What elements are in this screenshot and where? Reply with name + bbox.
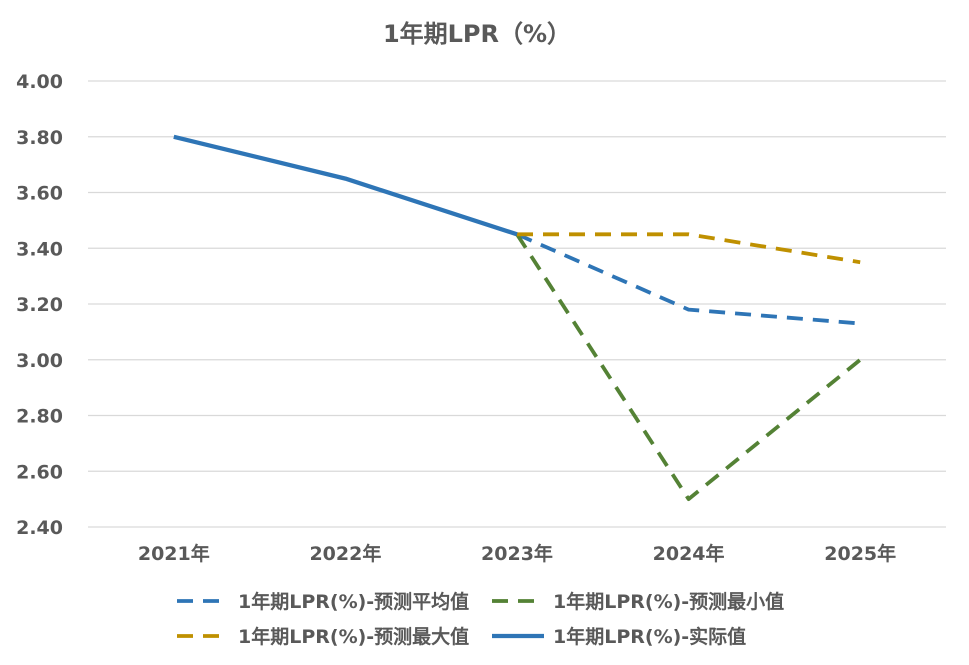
y-tick-label: 2.60 xyxy=(16,461,63,483)
gridlines xyxy=(88,80,946,528)
x-tick-label: 2022年 xyxy=(309,542,381,565)
series-line-0 xyxy=(516,232,861,326)
y-tick-label: 2.40 xyxy=(16,517,63,539)
chart-title: 1年期LPR（%） xyxy=(383,20,571,48)
y-tick-label: 3.20 xyxy=(16,294,63,316)
y-tick-label: 3.80 xyxy=(16,127,63,149)
y-tick-label: 4.00 xyxy=(16,71,63,93)
y-axis-ticks: 4.00 3.80 3.60 3.40 3.20 3.00 2.80 2.60 2.40 xyxy=(16,71,63,539)
series-line-3 xyxy=(173,134,518,237)
series-line-1 xyxy=(515,233,862,502)
x-tick-label: 2025年 xyxy=(824,542,896,565)
y-tick-label: 3.60 xyxy=(16,183,63,205)
x-tick-label: 2023年 xyxy=(481,542,553,565)
legend-label-0: 1年期LPR(%)-预测平均值 xyxy=(238,590,469,613)
legend: 1年期LPR(%)-预测平均值 1年期LPR(%)-预测最小值 1年期LPR(%)-… xyxy=(177,590,784,648)
legend-label-1: 1年期LPR(%)-预测最小值 xyxy=(553,590,784,613)
x-tick-label: 2024年 xyxy=(653,542,725,565)
series-line-2 xyxy=(517,232,861,265)
y-tick-label: 2.80 xyxy=(16,406,63,428)
series-lines xyxy=(173,134,862,502)
x-axis-ticks: 2021年 2022年 2023年 2024年 2025年 xyxy=(138,542,896,565)
legend-label-3: 1年期LPR(%)-实际值 xyxy=(553,625,746,648)
legend-label-2: 1年期LPR(%)-预测最大值 xyxy=(238,625,469,648)
y-tick-label: 3.00 xyxy=(16,350,63,372)
y-tick-label: 3.40 xyxy=(16,238,63,260)
x-tick-label: 2021年 xyxy=(138,542,210,565)
